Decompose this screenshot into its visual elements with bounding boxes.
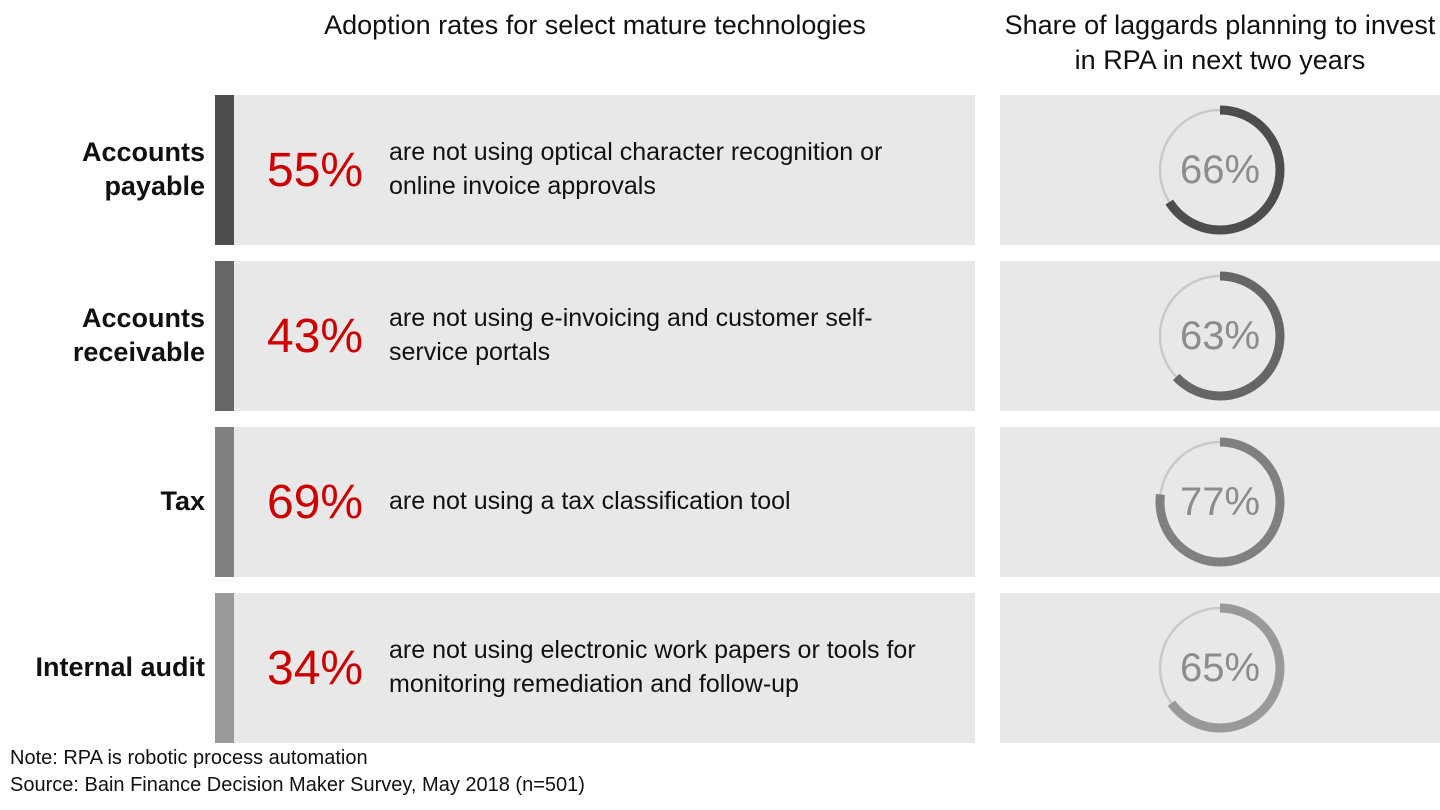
donut-ring-icon	[1155, 105, 1285, 235]
adoption-panel: 69% are not using a tax classification t…	[215, 427, 975, 577]
adoption-description: are not using a tax classification tool	[389, 487, 791, 516]
donut-arc	[1155, 271, 1285, 401]
donut-chart: 65%	[1150, 598, 1290, 738]
donut-ring-icon	[1155, 271, 1285, 401]
adoption-percent: 69%	[267, 475, 364, 529]
rpa-panel: 77%	[1000, 427, 1440, 577]
adoption-percent: 55%	[267, 143, 364, 197]
rows-container: Accounts payable 55% are not using optic…	[0, 95, 1440, 759]
donut-percent: 63%	[1179, 313, 1261, 358]
note-line: Note: RPA is robotic process automation	[10, 747, 368, 769]
rpa-panel: 63%	[1000, 261, 1440, 411]
donut-chart: 66%	[1150, 100, 1290, 240]
rpa-chart-title: Share of laggards planning to invest in …	[1004, 10, 1436, 76]
row-label: Accounts receivable	[72, 303, 205, 367]
donut-percent: 77%	[1179, 479, 1261, 524]
adoption-panel: 43% are not using e-invoicing and custom…	[215, 261, 975, 411]
donut-ring-icon	[1155, 603, 1285, 733]
row-internal-audit: Internal audit 34% are not using electro…	[0, 593, 1440, 743]
donut-percent: 65%	[1179, 645, 1261, 690]
row-accent-bar	[215, 261, 234, 411]
row-tax: Tax 69% are not using a tax classificati…	[0, 427, 1440, 577]
rpa-panel: 66%	[1000, 95, 1440, 245]
adoption-description: are not using optical character recognit…	[389, 138, 883, 200]
donut-percent: 66%	[1179, 147, 1261, 192]
row-label: Tax	[160, 486, 205, 517]
donut-chart: 77%	[1150, 432, 1290, 572]
adoption-description: are not using electronic work papers or …	[389, 636, 916, 698]
row-accent-bar	[215, 427, 234, 577]
adoption-percent: 34%	[267, 641, 364, 695]
adoption-panel: 55% are not using optical character reco…	[215, 95, 975, 245]
adoption-panel: 34% are not using electronic work papers…	[215, 593, 975, 743]
donut-arc	[1155, 603, 1285, 733]
adoption-description: are not using e-invoicing and customer s…	[389, 304, 873, 366]
donut-ring-icon	[1155, 437, 1285, 567]
rpa-panel: 65%	[1000, 593, 1440, 743]
row-accounts-payable: Accounts payable 55% are not using optic…	[0, 95, 1440, 245]
row-label: Accounts payable	[81, 137, 205, 201]
source-line: Source: Bain Finance Decision Maker Surv…	[10, 774, 585, 796]
donut-chart: 63%	[1150, 266, 1290, 406]
donut-arc	[1155, 437, 1285, 567]
adoption-percent: 43%	[267, 309, 364, 363]
row-accent-bar	[215, 593, 234, 743]
row-accounts-receivable: Accounts receivable 43% are not using e-…	[0, 261, 1440, 411]
donut-arc	[1155, 105, 1285, 235]
row-label: Internal audit	[35, 652, 205, 683]
adoption-chart-title: Adoption rates for select mature technol…	[324, 10, 866, 40]
footnotes: Note: RPA is robotic process automation …	[10, 745, 585, 799]
row-accent-bar	[215, 95, 234, 245]
